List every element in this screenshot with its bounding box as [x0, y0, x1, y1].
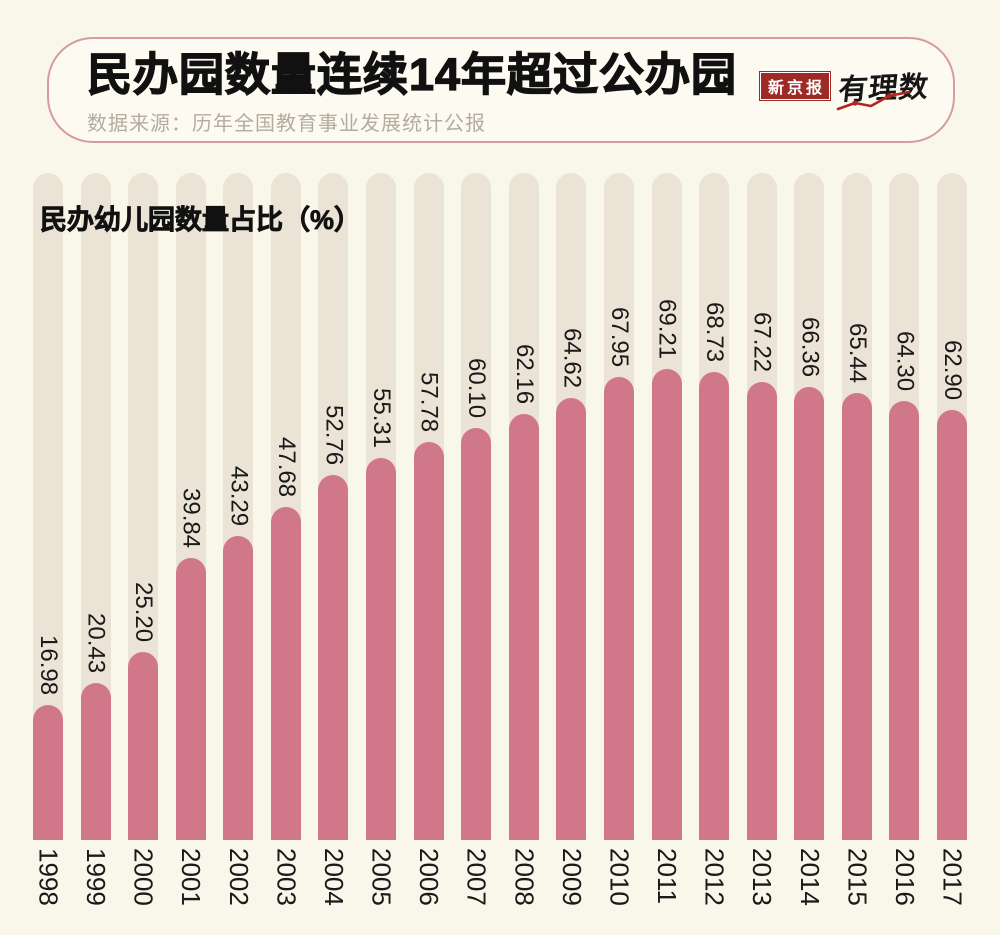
- bar-year-label: 1999: [81, 848, 112, 906]
- bar-year-label: 2001: [176, 848, 207, 906]
- bar-year-label: 2012: [699, 848, 730, 906]
- bar-column: 55.31 2005: [366, 173, 397, 913]
- bar-year-label: 2016: [889, 848, 920, 906]
- bar-column: 68.73 2012: [699, 173, 730, 913]
- bar-value-label: 64.62: [558, 327, 586, 388]
- bar-column: 52.76 2004: [318, 173, 349, 913]
- bar-year-label: 2004: [318, 848, 349, 906]
- bar-value-label: 39.84: [177, 487, 205, 548]
- bar-column: 66.36 2014: [794, 173, 825, 913]
- bar-value-label: 62.90: [938, 339, 966, 400]
- bar-column: 47.68 2003: [270, 173, 302, 913]
- bar: [318, 475, 349, 840]
- bar: [651, 369, 682, 840]
- bar-year-label: 2000: [128, 848, 159, 906]
- bar: [270, 507, 301, 840]
- bar-year-label: 2002: [223, 848, 254, 906]
- bar-column: 25.20 2000: [128, 173, 159, 913]
- bar: [175, 558, 206, 840]
- bar-value-label: 20.43: [82, 612, 110, 673]
- bar: [794, 387, 825, 840]
- bar-value-label: 66.36: [796, 316, 824, 377]
- bar-value-label: 47.68: [272, 436, 300, 497]
- bar: [223, 536, 254, 840]
- bar: [889, 401, 920, 840]
- bar-column: 39.84 2001: [175, 173, 207, 913]
- header-panel: 民办园数量连续14年超过公办园 数据来源：历年全国教育事业发展统计公报 新京报 …: [47, 37, 955, 143]
- bar-column: 43.29 2002: [223, 173, 254, 913]
- bar-year-label: 2015: [842, 848, 873, 906]
- bar-chart: 民办幼儿园数量占比（%） 16.98 1998 20.43 1999 25.20…: [33, 173, 967, 913]
- bar-value-label: 62.16: [510, 343, 538, 404]
- youlishu-logo: 有理数: [836, 65, 931, 111]
- bar: [461, 428, 492, 840]
- bar-column: 16.98 1998: [33, 173, 64, 913]
- bar-column: 57.78 2006: [413, 173, 445, 913]
- bar-year-label: 2013: [747, 848, 778, 906]
- bar: [699, 372, 730, 840]
- bar: [746, 382, 777, 840]
- data-source-note: 数据来源：历年全国教育事业发展统计公报: [87, 113, 486, 135]
- bar-column: 65.44 2015: [841, 173, 873, 913]
- bar-column: 20.43 1999: [80, 173, 112, 913]
- chart-columns: 16.98 1998 20.43 1999 25.20 2000 39.84 2…: [33, 173, 967, 913]
- bar-year-label: 2005: [366, 848, 397, 906]
- bar-value-label: 67.95: [605, 306, 633, 367]
- bar: [508, 414, 539, 840]
- page-title: 民办园数量连续14年超过公办园: [86, 48, 738, 100]
- xinjingbao-logo: 新京报: [758, 71, 831, 101]
- bar-year-label: 2011: [652, 848, 683, 904]
- bar: [366, 458, 397, 840]
- bar-year-label: 2007: [461, 848, 492, 906]
- bar-value-label: 69.21: [653, 298, 681, 359]
- bar-year-label: 2008: [509, 848, 540, 906]
- bar-value-label: 16.98: [35, 634, 62, 695]
- bar-value-label: 52.76: [320, 404, 348, 465]
- bar: [33, 705, 63, 840]
- bar-column: 62.90 2017: [936, 173, 968, 913]
- bar-value-label: 68.73: [701, 301, 729, 362]
- bar: [603, 377, 634, 840]
- bar-value-label: 60.10: [463, 357, 491, 418]
- bar-column: 69.21 2011: [651, 173, 683, 913]
- bar: [936, 410, 967, 840]
- bar-year-label: 2010: [604, 848, 635, 906]
- bar-value-label: 43.29: [225, 465, 253, 526]
- bar-year-label: 2006: [414, 848, 445, 906]
- bar-year-label: 2014: [794, 848, 825, 906]
- bar-value-label: 67.22: [748, 311, 776, 372]
- bar-value-label: 64.30: [891, 330, 919, 391]
- bar: [841, 393, 872, 840]
- bar-value-label: 57.78: [415, 371, 443, 432]
- youlishu-logo-text: 有理数: [836, 71, 931, 107]
- bar-column: 67.22 2013: [746, 173, 778, 913]
- bar-column: 67.95 2010: [603, 173, 635, 913]
- bar: [413, 442, 444, 840]
- bar-column: 64.30 2016: [889, 173, 920, 913]
- brand-logo: 新京报 有理数: [758, 65, 931, 111]
- bar: [128, 652, 159, 840]
- bar-column: 64.62 2009: [556, 173, 587, 913]
- bar-value-label: 25.20: [130, 581, 158, 642]
- bar-year-label: 2003: [271, 848, 302, 906]
- bar: [556, 398, 587, 840]
- bar-column: 60.10 2007: [461, 173, 492, 913]
- bar-year-label: 2017: [937, 848, 968, 906]
- bar-year-label: 2009: [556, 848, 587, 906]
- bar-value-label: 65.44: [843, 322, 871, 383]
- chart-ylabel: 民办幼儿园数量占比（%）: [40, 205, 362, 236]
- bar: [80, 683, 111, 840]
- bar-year-label: 1998: [33, 848, 64, 906]
- bar-value-label: 55.31: [368, 387, 396, 448]
- bar-column: 62.16 2008: [508, 173, 540, 913]
